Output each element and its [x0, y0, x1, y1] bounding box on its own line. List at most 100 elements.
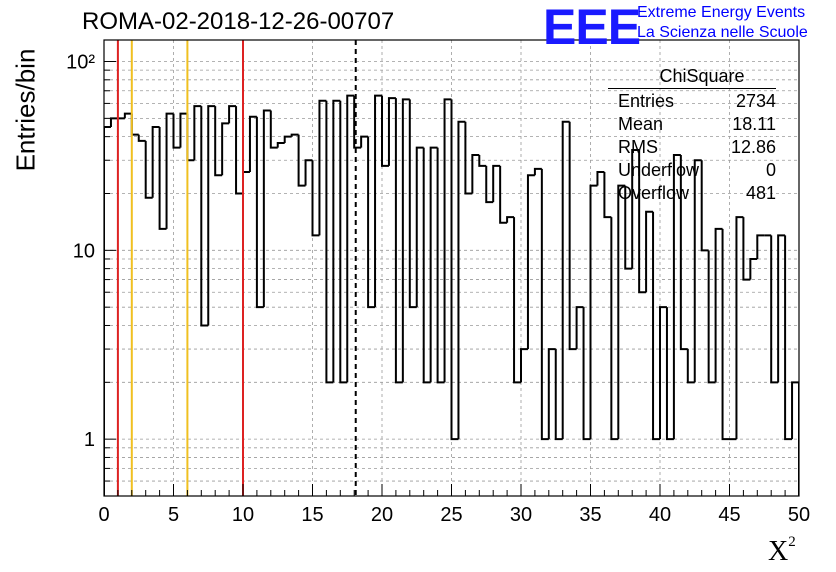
- histogram-bin: [242, 170, 250, 194]
- histogram-bin: [457, 120, 466, 440]
- histogram-bin: [638, 149, 647, 294]
- histogram-bin: [109, 117, 118, 127]
- histogram-bin: [478, 154, 487, 167]
- x-tick-label: 25: [440, 504, 462, 526]
- histogram-bin: [262, 109, 271, 308]
- logo-line-2: La Scienza nelle Scuole: [637, 24, 808, 41]
- stats-label: Overflow: [618, 183, 690, 203]
- histogram-bars: [104, 94, 799, 496]
- histogram-bin: [104, 125, 111, 496]
- histogram-bin: [721, 228, 730, 441]
- histogram-bin: [401, 98, 410, 383]
- histogram-bin: [645, 210, 654, 293]
- stats-row-mean: Mean 18.11: [608, 113, 776, 136]
- x-tick-label: 45: [718, 504, 740, 526]
- histogram-bin: [686, 349, 695, 384]
- histogram-bin: [297, 134, 306, 187]
- y-tick-label: 10: [73, 240, 95, 262]
- y-axis-label: Entries/bin: [10, 48, 41, 172]
- histogram-bin: [450, 99, 459, 441]
- histogram-bin: [506, 216, 515, 223]
- histogram-bin: [742, 217, 751, 281]
- stats-label: RMS: [618, 137, 658, 157]
- histogram-bin: [207, 105, 216, 326]
- x-axis-label-text: X: [768, 536, 789, 567]
- histogram-bin: [235, 106, 243, 195]
- stats-title: ChiSquare: [608, 66, 776, 89]
- histogram-bin: [367, 136, 376, 309]
- stats-value: 12.86: [730, 137, 776, 157]
- axis-ticks: [103, 61, 800, 496]
- histogram-bin: [248, 115, 257, 172]
- histogram-bin: [394, 98, 403, 384]
- histogram-bin: [679, 154, 688, 351]
- histogram-bin: [513, 217, 521, 384]
- histogram-bin: [568, 121, 577, 351]
- eee-logo: EEE: [543, 0, 641, 55]
- histogram-bin: [665, 307, 674, 441]
- x-tick-label: 50: [788, 504, 810, 526]
- histogram-bin: [415, 146, 424, 308]
- histogram-bin: [165, 112, 174, 229]
- logo-line-1: Extreme Energy Events: [637, 4, 806, 21]
- histogram-bin: [547, 348, 556, 440]
- y-tick-label: 10²: [66, 52, 95, 74]
- histogram-bin: [360, 135, 369, 148]
- stats-row-rms: RMS 12.86: [608, 136, 776, 159]
- histogram-bin: [791, 381, 799, 440]
- histogram-bin: [200, 106, 209, 327]
- x-tick-label: 0: [98, 504, 109, 526]
- x-tick-label: 10: [232, 504, 254, 526]
- histogram-bin: [464, 121, 473, 195]
- histogram-bin: [485, 165, 494, 204]
- histogram-bin: [283, 135, 292, 144]
- stats-label: Underflow: [618, 160, 700, 180]
- x-tick-label: 15: [301, 504, 323, 526]
- histogram-bin: [777, 234, 786, 383]
- histogram-bin: [387, 97, 396, 166]
- histogram-bin: [784, 235, 793, 441]
- histogram-bin: [325, 100, 334, 384]
- histogram-bin: [540, 168, 549, 441]
- histogram-bin: [749, 257, 758, 280]
- histogram-bin: [137, 134, 146, 142]
- histogram-bin: [659, 306, 667, 440]
- x-axis-label-superscript: 2: [788, 533, 796, 550]
- histogram-bin: [631, 148, 640, 269]
- run-title: ROMA-02-2018-12-26-00707: [82, 8, 395, 35]
- histogram-bin: [158, 126, 167, 230]
- x-axis-label: X2: [768, 533, 796, 568]
- histogram-bin: [714, 227, 723, 383]
- histogram-bin: [672, 153, 681, 440]
- x-tick-label: 40: [649, 504, 671, 526]
- histogram-bin: [255, 116, 264, 309]
- histogram-bin: [693, 159, 702, 383]
- histogram-bin: [499, 165, 508, 224]
- histogram-bin: [520, 348, 528, 383]
- histogram-bin: [471, 153, 480, 194]
- reference-lines: [116, 40, 357, 496]
- histogram-bin: [652, 211, 660, 441]
- stats-value: 2734: [735, 91, 776, 111]
- histogram-bin: [436, 147, 445, 384]
- histogram-bin: [603, 171, 612, 219]
- axis-tick-labels: 0 5 10 15 20 25 30 35 40 45 50 1 10 10²: [66, 52, 810, 526]
- x-tick-label: 5: [168, 504, 179, 526]
- histogram-bin: [193, 105, 202, 161]
- stats-row-entries: Entries 2734: [608, 90, 776, 113]
- histogram-bin: [276, 142, 285, 148]
- histogram-bin: [443, 98, 452, 383]
- histogram-bin: [596, 170, 605, 186]
- histogram-bin: [269, 110, 278, 149]
- y-tick-label: 1: [84, 429, 95, 451]
- histogram-bin: [700, 160, 709, 252]
- histogram-bin: [304, 159, 313, 186]
- stats-row-underflow: Underflow 0: [608, 159, 776, 182]
- histogram-bin: [533, 167, 542, 176]
- histogram-bin: [561, 120, 570, 440]
- histogram-bin: [318, 99, 327, 236]
- stats-value: 18.11: [732, 114, 776, 134]
- histogram-bin: [339, 100, 348, 384]
- histogram-bin: [429, 146, 438, 383]
- stats-value: 0: [765, 160, 776, 180]
